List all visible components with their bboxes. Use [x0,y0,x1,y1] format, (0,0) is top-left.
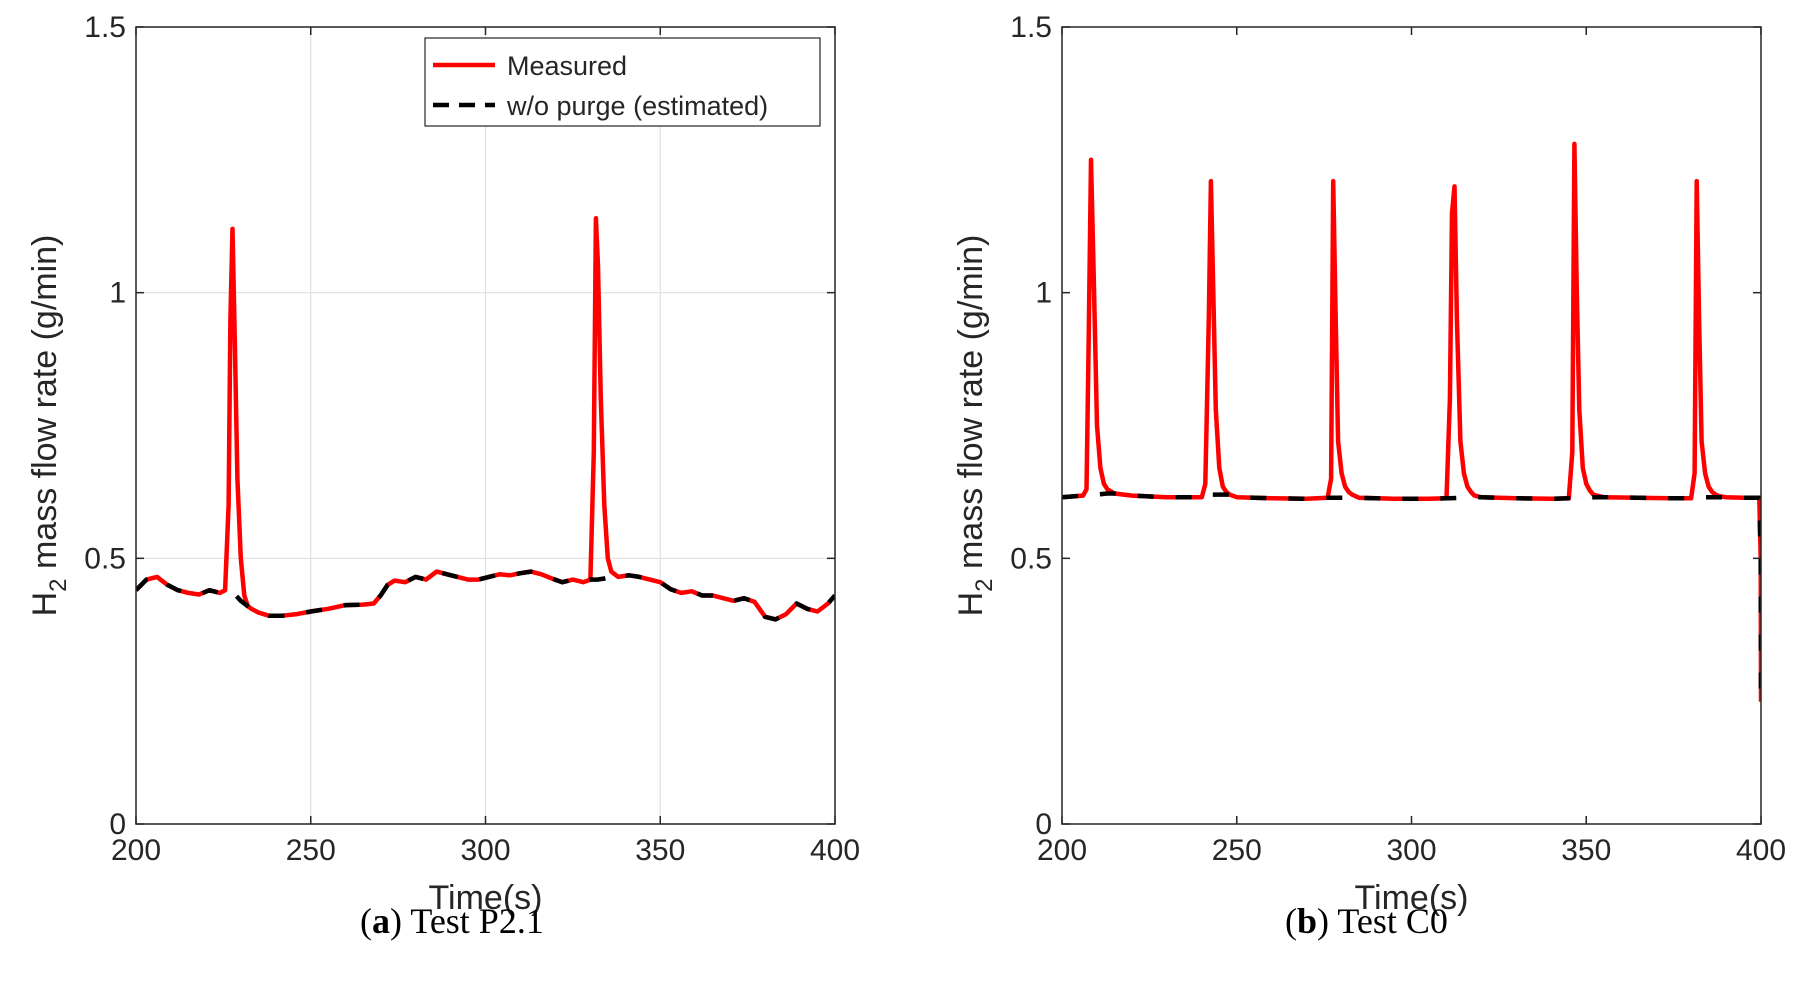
y-tick-label: 1.5 [1010,11,1052,44]
y-tick-label: 1 [1035,277,1052,310]
x-tick-label: 300 [460,834,510,867]
x-tick-label: 200 [1037,834,1087,867]
x-axis-label: Time(s) [1355,879,1469,917]
x-axis-label: Time(s) [429,879,543,917]
y-axis-label: H2 mass flow rate (g/min) [952,235,998,617]
x-tick-label: 250 [286,834,336,867]
x-tick-label: 300 [1386,834,1436,867]
y-tick-label: 0 [109,808,126,841]
legend-label-1: w/o purge (estimated) [506,91,768,121]
x-tick-label: 400 [810,834,860,867]
panel-a-chart: 200 250 300 350 400 0 0.5 1 1.5 Time(s) H2 mass fl… [26,11,860,917]
y-tick-label: 0.5 [84,542,126,575]
x-tick-label: 250 [1212,834,1262,867]
panel-b-caption: (b) Test C0 [1285,901,1448,941]
x-tick-label: 350 [635,834,685,867]
series-line-w-o-purge-estimated [1062,491,1761,702]
x-tick-label: 400 [1736,834,1786,867]
y-tick-label: 1.5 [84,11,126,44]
panel-b-chart: 200 250 300 350 400 0 0.5 1 1.5 Time(s) H2 mass fl… [952,11,1786,917]
panel-a-caption: (a) Test P2.1 [360,901,544,941]
series-group [1062,141,1761,702]
plot-area [1062,27,1761,824]
y-tick-label: 1 [109,277,126,310]
legend-box [424,37,821,127]
legend: Measured w/o purge (estimated) [424,37,821,127]
y-tick-label: 0 [1035,808,1052,841]
legend-label-0: Measured [507,51,627,81]
x-tick-label: 350 [1561,834,1611,867]
series-group [136,216,835,622]
series-line-measured [1062,141,1761,702]
x-tick-label: 200 [111,834,161,867]
series-line-w-o-purge-estimated [136,569,835,622]
y-axis-label: H2 mass flow rate (g/min) [26,235,72,617]
y-tick-label: 0.5 [1010,542,1052,575]
